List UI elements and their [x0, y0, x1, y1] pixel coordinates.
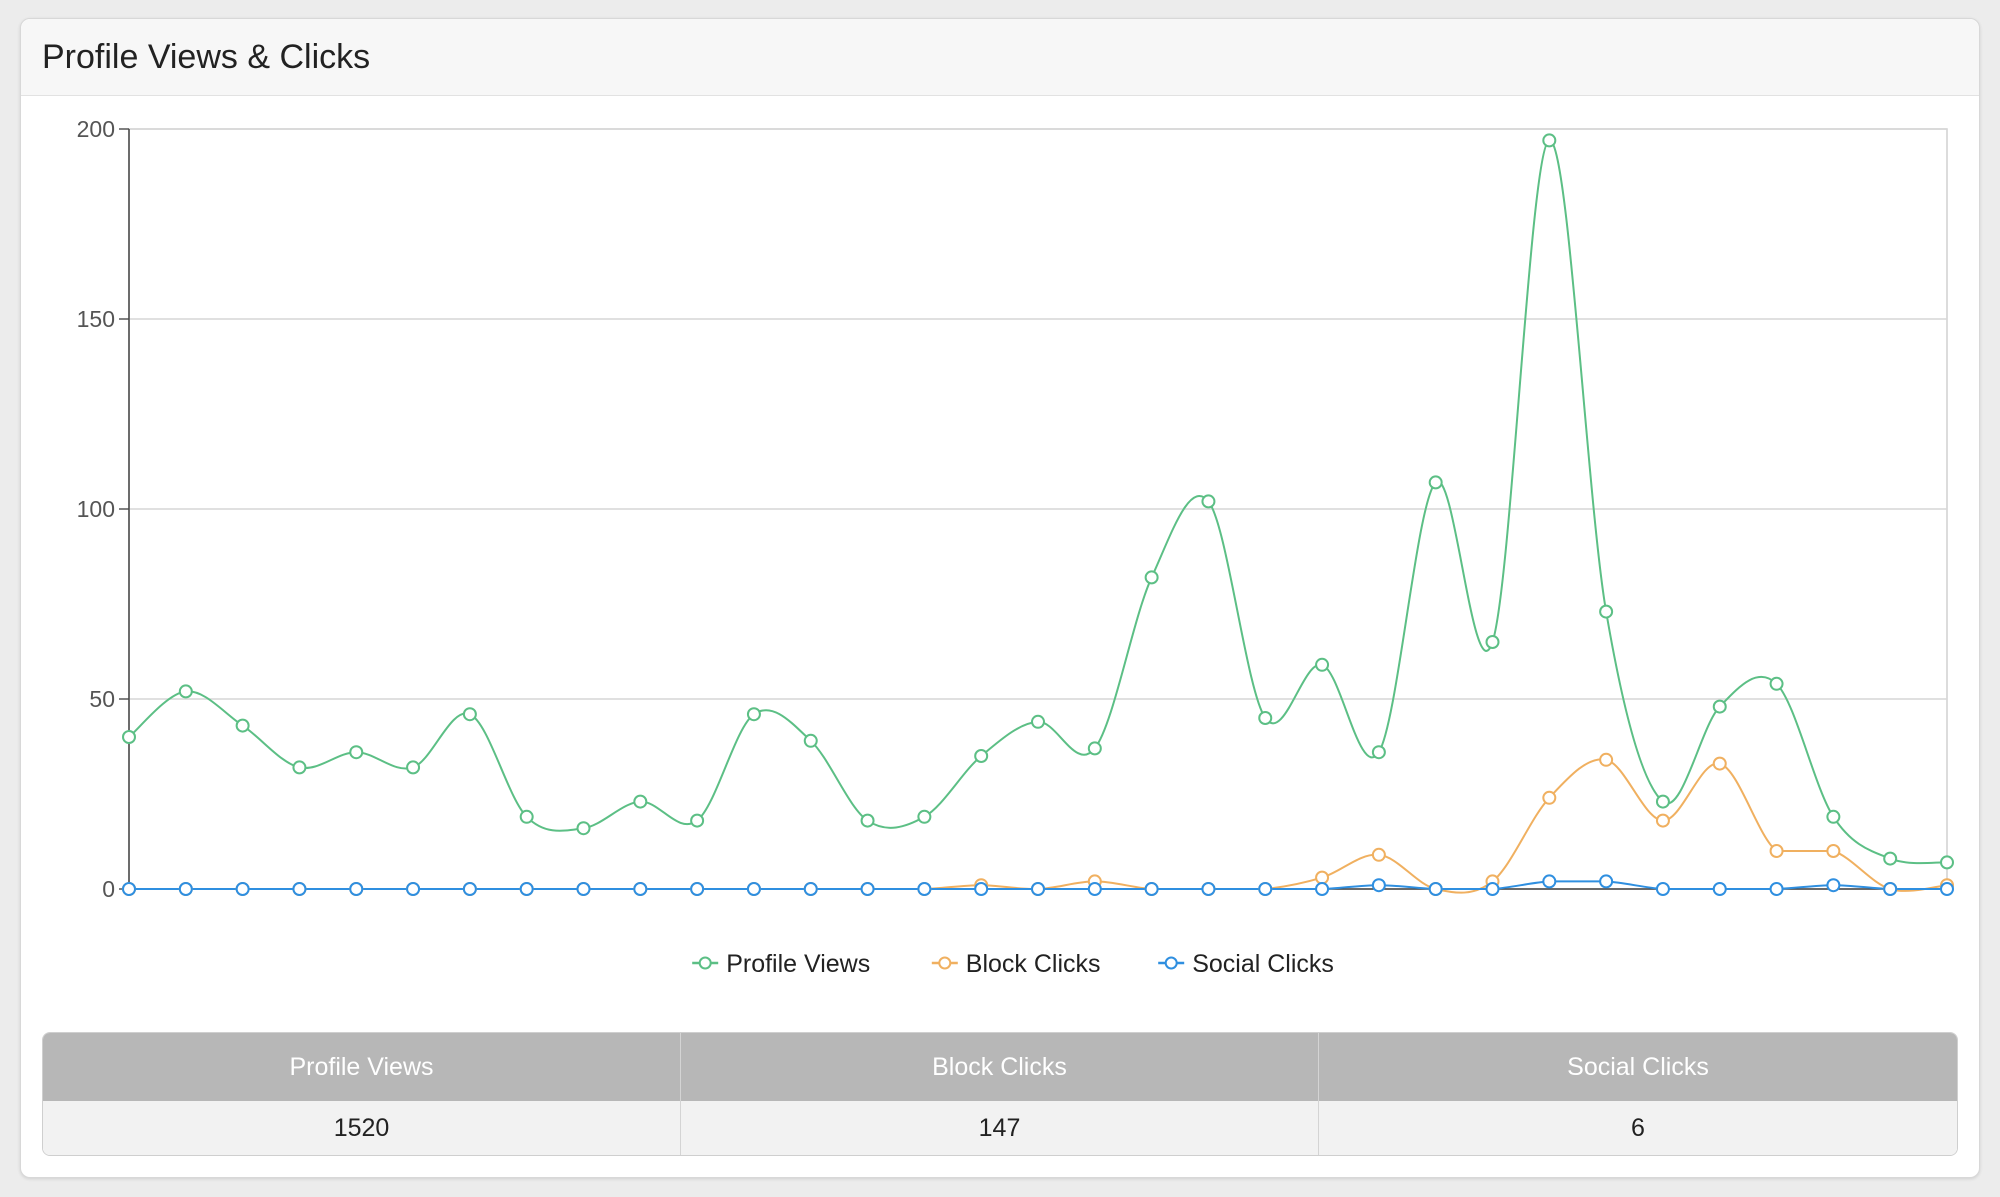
chart-panel: Profile Views & Clicks 0 50 100 150 200 Profi… [20, 18, 1980, 1178]
data-point-social-clicks [803, 882, 818, 896]
data-point-social-clicks [406, 882, 421, 896]
y-tick-label: 0 [102, 876, 115, 902]
data-point-profile-views [235, 718, 250, 733]
data-point-social-clicks [519, 882, 534, 896]
data-point-social-clicks [690, 882, 705, 896]
data-point-social-clicks [1258, 882, 1273, 896]
data-point-profile-views [1826, 809, 1841, 824]
data-point-profile-views [1371, 745, 1386, 760]
data-point-social-clicks [1485, 882, 1500, 896]
data-point-social-clicks [1883, 882, 1898, 896]
data-point-social-clicks [1031, 882, 1045, 896]
data-point-block-clicks [1599, 752, 1614, 767]
data-point-profile-views [1542, 133, 1557, 148]
stats-value-block-clicks: 147 [681, 1101, 1319, 1155]
data-point-profile-views [1201, 494, 1216, 509]
data-point-profile-views [178, 684, 193, 699]
data-point-block-clicks [1315, 870, 1330, 885]
data-point-social-clicks [1599, 874, 1614, 889]
data-point-profile-views [1428, 475, 1443, 490]
data-point-social-clicks [746, 882, 761, 896]
data-point-profile-views [860, 813, 875, 828]
data-point-block-clicks [1826, 844, 1841, 858]
series-line-block-clicks [129, 758, 1948, 894]
data-point-profile-views [1144, 570, 1159, 585]
y-tick-label: 200 [77, 116, 115, 142]
legend-label-social-clicks: Social Clicks [1192, 950, 1334, 978]
data-point-social-clicks [1940, 882, 1954, 896]
stats-value-profile-views: 1520 [43, 1101, 681, 1155]
data-point-block-clicks [1371, 847, 1386, 862]
data-point-social-clicks [1769, 882, 1784, 896]
data-point-profile-views [1087, 741, 1102, 756]
data-point-profile-views [1031, 714, 1045, 729]
data-point-profile-views [803, 733, 818, 748]
data-point-social-clicks [462, 882, 477, 896]
data-point-profile-views [576, 821, 591, 836]
data-point-social-clicks [1144, 882, 1159, 896]
data-point-block-clicks [1769, 844, 1784, 858]
data-point-profile-views [1769, 676, 1784, 691]
stats-table: Profile Views Block Clicks Social Clicks… [42, 1032, 1958, 1156]
data-point-social-clicks [1201, 882, 1216, 896]
data-point-profile-views [1485, 635, 1500, 649]
data-point-social-clicks [1428, 882, 1443, 896]
data-point-social-clicks [1087, 882, 1102, 896]
y-tick-label: 150 [77, 306, 115, 332]
data-point-profile-views [1712, 699, 1727, 714]
data-point-profile-views [746, 707, 761, 722]
data-point-block-clicks [1655, 813, 1670, 828]
data-point-profile-views [633, 794, 648, 809]
panel-header: Profile Views & Clicks [21, 19, 1979, 96]
data-point-profile-views [122, 730, 136, 744]
data-point-social-clicks [1315, 882, 1330, 896]
data-point-social-clicks [576, 882, 591, 896]
data-point-social-clicks [1542, 874, 1557, 889]
data-point-social-clicks [1655, 882, 1670, 896]
data-point-profile-views [1883, 851, 1898, 866]
series-line-profile-views [128, 139, 1948, 865]
panel-title: Profile Views & Clicks [42, 37, 371, 76]
data-point-profile-views [690, 813, 705, 828]
data-point-block-clicks [1542, 790, 1557, 805]
data-point-social-clicks [235, 882, 250, 896]
data-point-profile-views [917, 809, 932, 824]
data-point-profile-views [1315, 657, 1330, 672]
data-point-social-clicks [860, 882, 875, 896]
line-chart: 0 50 100 150 200 Profile Views Block Clicks Soc… [77, 116, 1954, 978]
data-point-social-clicks [292, 882, 307, 896]
y-tick-label: 100 [77, 496, 115, 522]
data-point-social-clicks [1826, 878, 1841, 893]
data-point-social-clicks [349, 882, 364, 896]
legend-marker-profile-views [698, 956, 712, 970]
data-point-profile-views [1258, 711, 1273, 725]
data-point-profile-views [292, 760, 307, 775]
data-point-profile-views [406, 760, 421, 775]
data-point-profile-views [1599, 604, 1614, 619]
data-point-social-clicks [1371, 878, 1386, 893]
data-point-profile-views [462, 707, 477, 722]
data-point-social-clicks [122, 882, 136, 896]
data-point-block-clicks [1712, 756, 1727, 771]
data-point-profile-views [349, 745, 364, 760]
data-point-social-clicks [917, 882, 932, 896]
legend-label-block-clicks: Block Clicks [966, 950, 1101, 978]
stats-header-block-clicks: Block Clicks [681, 1033, 1319, 1101]
legend-marker-social-clicks [1164, 956, 1178, 970]
legend-label-profile-views: Profile Views [726, 950, 870, 978]
data-point-social-clicks [178, 882, 193, 896]
data-point-social-clicks [1712, 882, 1727, 896]
legend-marker-block-clicks [938, 956, 952, 970]
data-point-profile-views [1655, 794, 1670, 809]
data-point-profile-views [1940, 855, 1954, 870]
y-tick-label: 50 [89, 686, 115, 712]
data-point-social-clicks [633, 882, 648, 896]
data-point-profile-views [519, 809, 534, 824]
stats-header-social-clicks: Social Clicks [1319, 1033, 1957, 1101]
stats-header-profile-views: Profile Views [43, 1033, 681, 1101]
stats-value-social-clicks: 6 [1319, 1101, 1957, 1155]
data-point-social-clicks [974, 882, 989, 896]
data-point-profile-views [974, 749, 989, 763]
